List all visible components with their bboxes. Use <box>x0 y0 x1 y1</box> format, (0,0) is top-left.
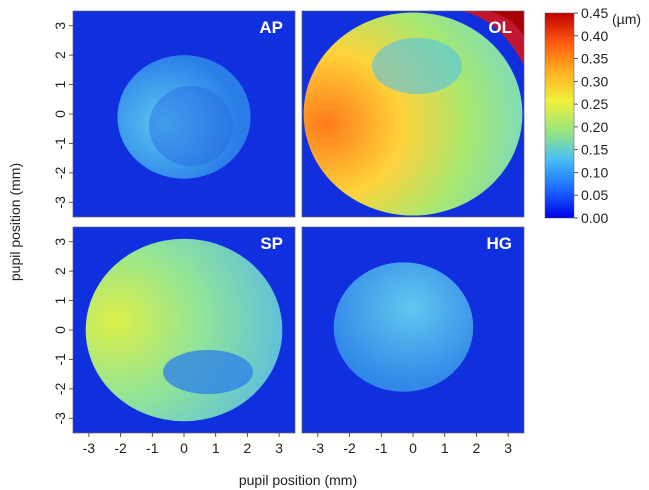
x-tick-label: -1 <box>375 440 388 456</box>
x-tick-label: -2 <box>114 440 127 456</box>
y-tick-label: -2 <box>52 382 68 395</box>
y-tick-label: -3 <box>52 412 68 425</box>
pupil-low-region-ol <box>372 38 462 94</box>
colorbar-ticks: 0.45 0.40 0.35 0.30 0.25 0.20 0.15 0.10 0.05 0.00 <box>574 5 608 226</box>
colorbar-tick-label: 0.15 <box>581 142 608 158</box>
x-tick-label: 2 <box>473 440 481 456</box>
pupil-high-region-ol <box>462 11 524 66</box>
y-tick-label: 1 <box>52 80 68 88</box>
panel-label-sp: SP <box>260 234 283 253</box>
y-tick-label: 0 <box>52 110 68 118</box>
panel-label-ol: OL <box>488 18 512 37</box>
colorbar-tick-label: 0.40 <box>581 28 608 44</box>
y-tick-label: 3 <box>52 22 68 30</box>
x-axis-label: pupil position (mm) <box>239 472 357 488</box>
x-tick-label: 2 <box>244 440 252 456</box>
x-tick-label: -1 <box>146 440 159 456</box>
pupil-map-sp <box>85 238 283 422</box>
y-tick-label: -1 <box>52 353 68 366</box>
pupil-disc-sp <box>85 238 283 422</box>
pupil-disc-hg <box>333 262 474 392</box>
pupil-disc-ol <box>303 12 523 216</box>
x-tick-label: 1 <box>212 440 220 456</box>
y-tick-label: -3 <box>52 196 68 209</box>
colorbar-tick-label: 0.00 <box>581 210 608 226</box>
x-tick-label: 1 <box>441 440 449 456</box>
panel-frame-ol <box>301 10 525 218</box>
x-tick-label: -3 <box>312 440 325 456</box>
y-tick-label: -2 <box>52 166 68 179</box>
y-tick-label: 1 <box>52 296 68 304</box>
pupil-map-hg <box>333 262 474 392</box>
colorbar-tick-label: 0.45 <box>581 5 608 21</box>
y-tick-label: -1 <box>52 137 68 150</box>
colorbar-tick-label: 0.10 <box>581 164 608 180</box>
y-tick-label: 3 <box>52 238 68 246</box>
colorbar-tick-label: 0.30 <box>581 73 608 89</box>
x-tick-label: -2 <box>343 440 356 456</box>
colorbar-tick-label: 0.20 <box>581 119 608 135</box>
y-axis-label: pupil position (mm) <box>7 163 23 281</box>
panel-label-ap: AP <box>259 18 283 37</box>
colorbar-tick-label: 0.05 <box>581 187 608 203</box>
pupil-map-ap <box>117 55 251 179</box>
pupil-low-region-ap <box>149 86 233 166</box>
x-tick-label: 3 <box>275 440 283 456</box>
y-tick-label: 2 <box>52 267 68 275</box>
x-tick-label: -3 <box>83 440 96 456</box>
pupil-map-ol <box>303 11 524 216</box>
colorbar-tick-label: 0.35 <box>581 51 608 67</box>
pupil-low-region-sp <box>163 350 253 394</box>
axes-group: 3 2 1 0 -1 -2 -3 3 2 1 0 -1 -2 -3 -3 -2 -1 0 1 2 3 -3 -2 -1 0 1 2 3 <box>52 10 525 456</box>
pupil-peak-region-ol <box>487 11 524 36</box>
pupil-disc-ap <box>117 55 251 179</box>
y-tick-label: 2 <box>52 51 68 59</box>
colorbar <box>544 12 575 219</box>
x-tick-label: 0 <box>409 440 417 456</box>
x-tick-label: 0 <box>180 440 188 456</box>
panel-group: AP OL SP HG <box>73 11 524 433</box>
colorbar-unit: (µm) <box>612 11 641 27</box>
panel-label-hg: HG <box>487 234 513 253</box>
y-tick-label: 0 <box>52 326 68 334</box>
colorbar-tick-label: 0.25 <box>581 96 608 112</box>
x-tick-label: 3 <box>504 440 512 456</box>
